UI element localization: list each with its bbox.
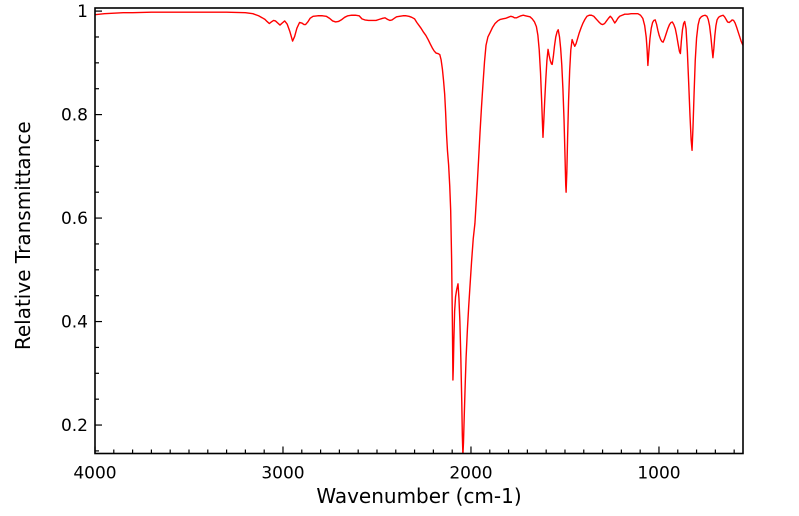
tick-label: 0.2 <box>61 416 88 436</box>
tick-label: 0.6 <box>61 209 88 229</box>
plot-frame <box>94 7 744 455</box>
y-axis-label: Relative Transmittance <box>11 121 35 350</box>
tick-label: 0.8 <box>61 106 88 126</box>
spectrum-line <box>95 11 743 454</box>
tick-label: 1000 <box>637 464 680 484</box>
tick-label: 0.4 <box>61 313 88 333</box>
axis-ticks <box>94 10 735 454</box>
x-axis-label: Wavenumber (cm-1) <box>316 484 521 508</box>
tick-label: 2000 <box>449 464 492 484</box>
tick-label: 3000 <box>261 464 304 484</box>
tick-label: 1 <box>77 2 88 22</box>
tick-label: 4000 <box>73 464 116 484</box>
axis-tick-labels: 4000 3000 2000 1000 0.2 0.4 0.6 0.8 1 <box>61 2 681 483</box>
